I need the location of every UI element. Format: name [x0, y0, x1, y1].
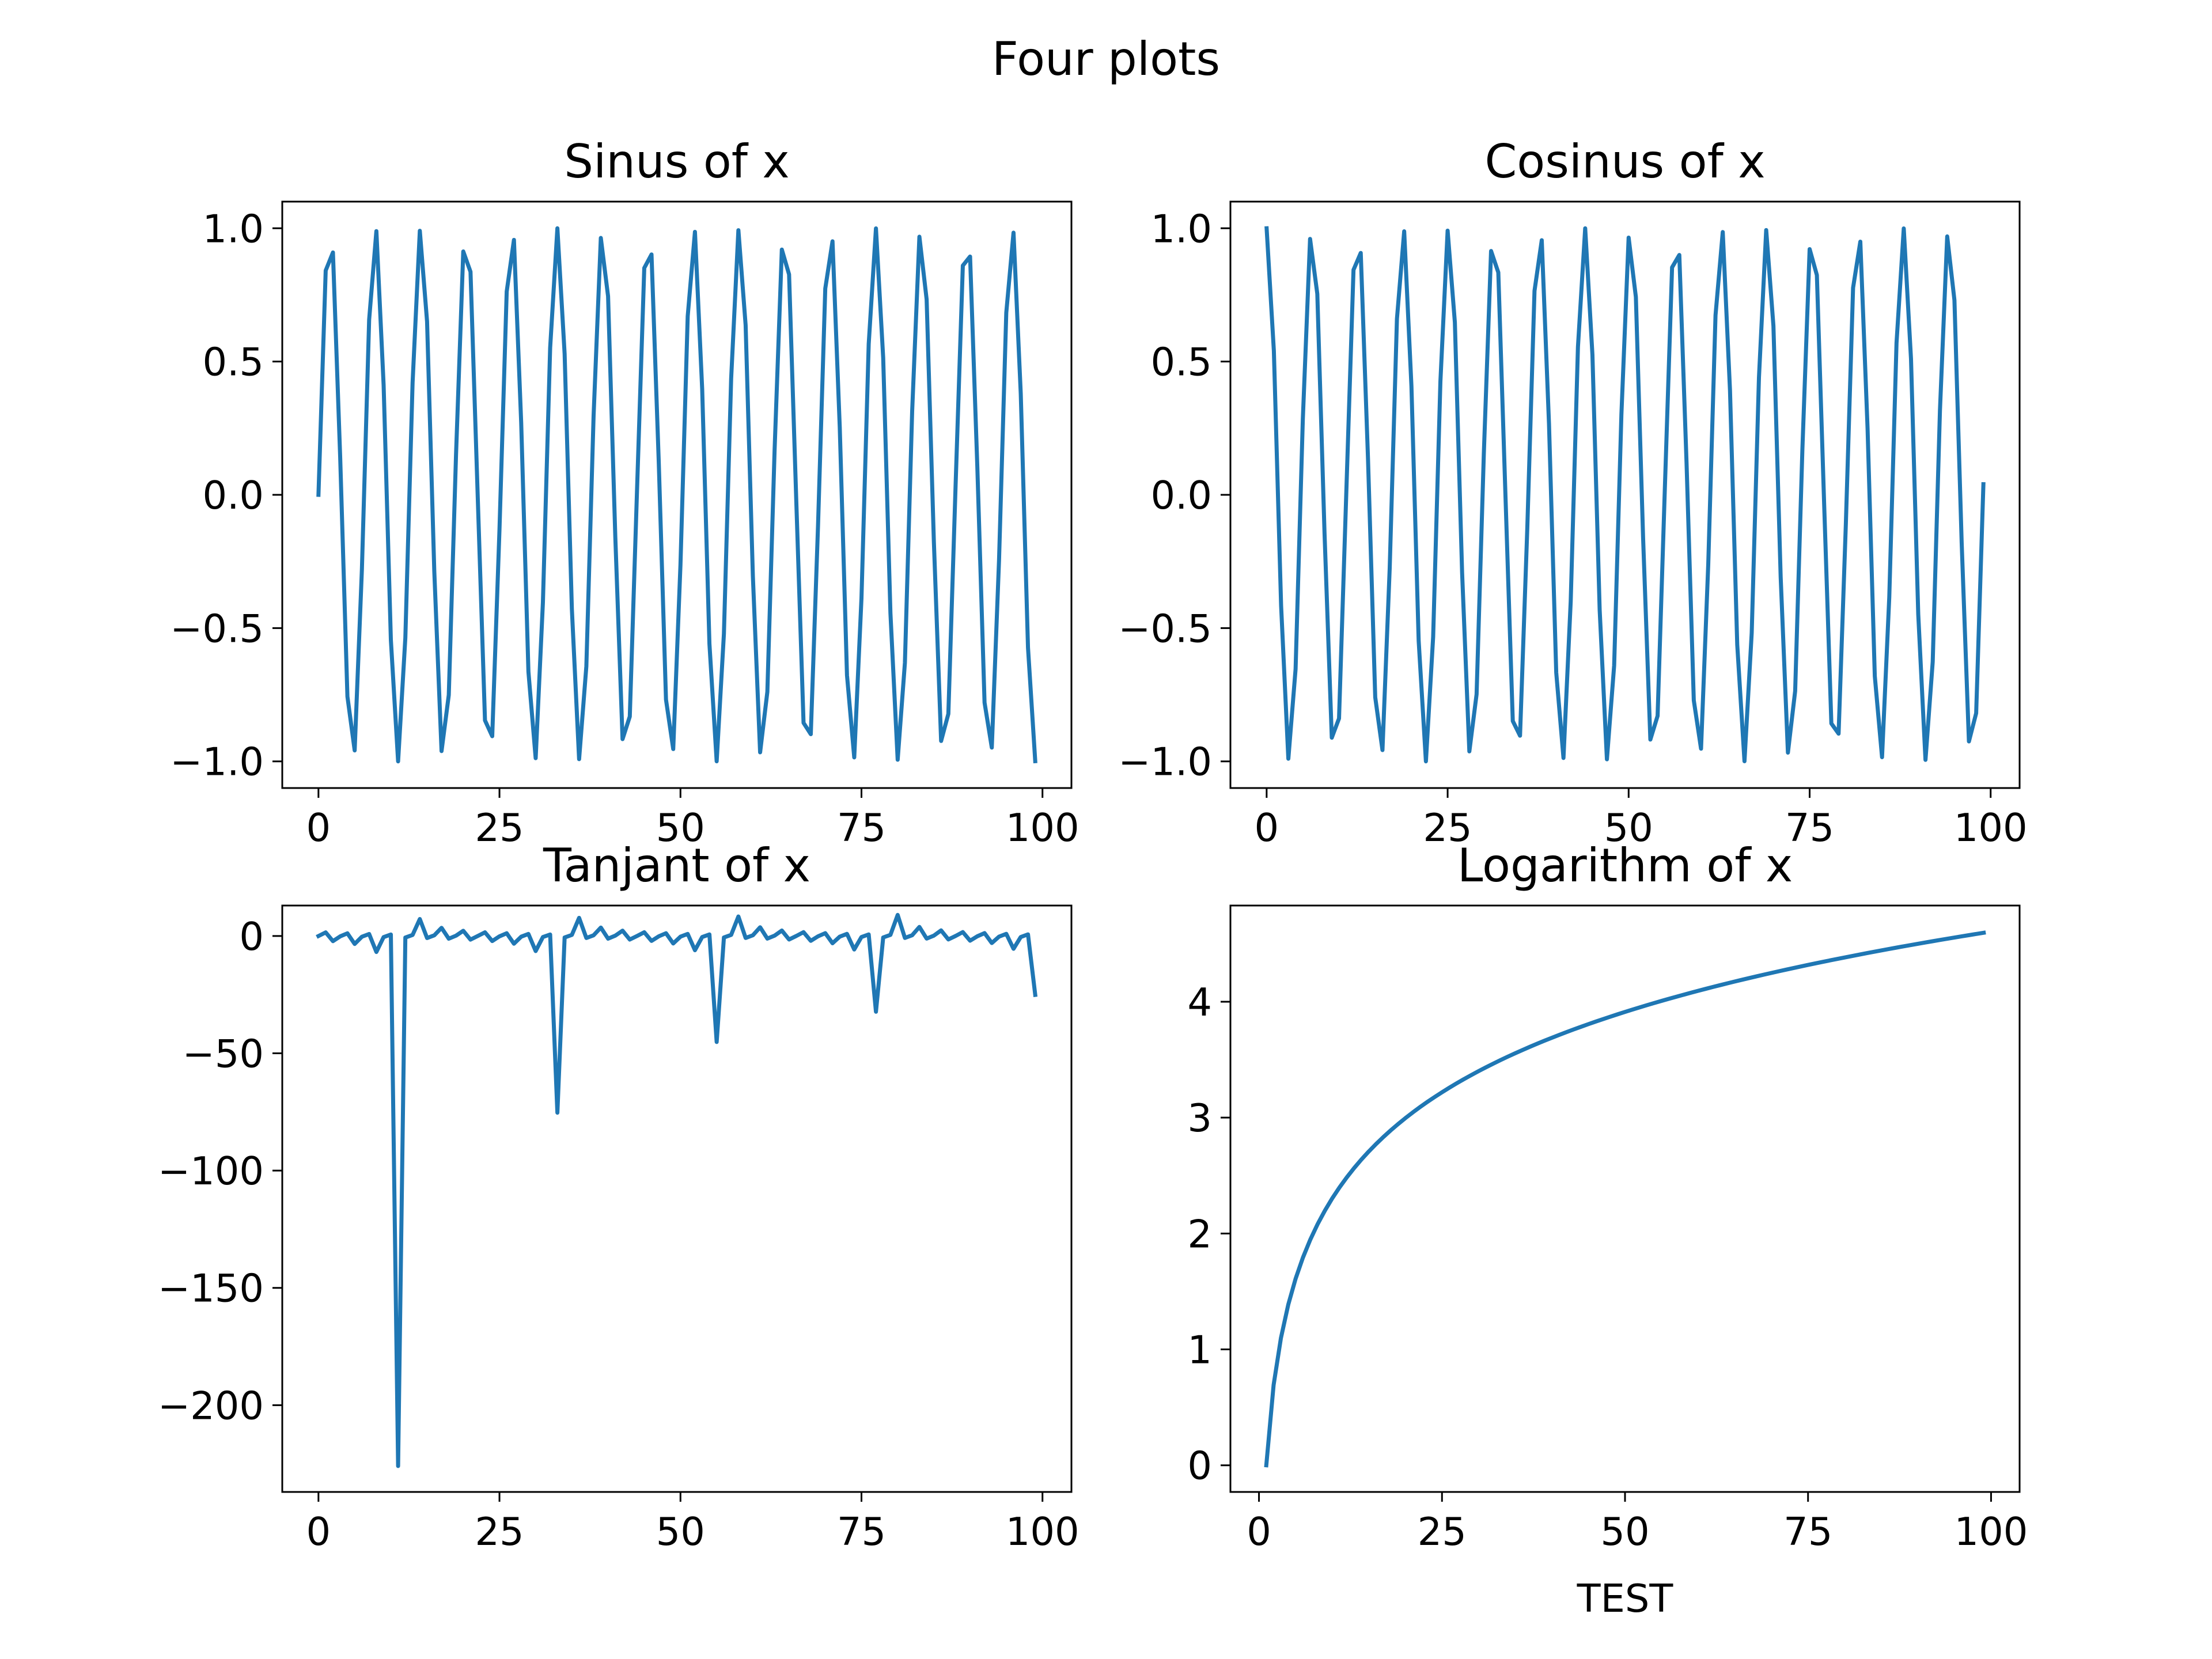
x-tick-label: 0 [1255, 805, 1279, 850]
y-tick-label: −1.0 [170, 740, 264, 785]
y-tick-label: −100 [158, 1149, 264, 1194]
y-tick-label: 3 [1187, 1096, 1212, 1141]
y-tick-label: −50 [183, 1032, 264, 1077]
y-tick-label: 2 [1187, 1211, 1212, 1256]
subplot-logarithm: Logarithm of x TEST 0 25 50 75 100 0 1 2 3 4 [1187, 839, 2028, 1621]
x-tick-label: 100 [1006, 1509, 1080, 1554]
x-tick-label: 50 [1600, 1509, 1649, 1554]
x-tick-label: 25 [475, 1509, 524, 1554]
y-tick-label: 4 [1187, 980, 1212, 1025]
x-tick-label: 25 [1418, 1509, 1467, 1554]
subplot-sinus: Sinus of x 0 25 50 75 100 −1.0 −0.5 0.0 0.5 1.0 [170, 135, 1079, 850]
x-tick-label: 75 [1783, 1509, 1832, 1554]
y-tick-label: −200 [158, 1383, 264, 1428]
axes-frame [1229, 904, 2021, 1493]
x-tick-label: 50 [1604, 805, 1653, 850]
axes-frame [281, 904, 1073, 1493]
y-tick-label: 0.0 [1150, 473, 1212, 518]
subplot-title: Logarithm of x [1457, 839, 1793, 892]
subplot-cosinus: Cosinus of x 0 25 50 75 100 −1.0 −0.5 0.0 0.5 1.0 [1118, 135, 2027, 850]
data-series-line [316, 912, 1038, 1468]
axes-frame [281, 200, 1073, 789]
x-tick-label: 50 [656, 805, 705, 850]
y-tick-label: −150 [158, 1266, 264, 1311]
x-tick-label: 75 [837, 805, 886, 850]
subplot-title: Cosinus of x [1484, 135, 1765, 188]
x-tick-label: 75 [837, 1509, 886, 1554]
subplot-title: Sinus of x [564, 135, 789, 188]
x-tick-label: 0 [306, 805, 331, 850]
y-tick-label: 0.0 [202, 473, 264, 518]
y-tick-label: 1.0 [1150, 206, 1212, 251]
y-tick-label: −1.0 [1118, 740, 1212, 785]
x-tick-label: 75 [1785, 805, 1834, 850]
x-tick-label: 100 [1954, 805, 2028, 850]
figure-title: Four plots [992, 32, 1220, 86]
data-series-line [316, 226, 1037, 764]
x-tick-label: 0 [1247, 1509, 1271, 1554]
x-tick-label: 100 [1954, 1509, 2028, 1554]
x-tick-label: 25 [1423, 805, 1472, 850]
data-series-line [1264, 930, 1986, 1468]
data-series-line [1264, 226, 1986, 764]
x-tick-label: 0 [306, 1509, 331, 1554]
x-tick-label: 50 [656, 1509, 705, 1554]
y-tick-label: −0.5 [1118, 606, 1212, 651]
subplot-tanjant: Tanjant of x 0 25 50 75 100 −200 −150 −100 −50 0 [158, 839, 1080, 1554]
y-tick-label: 0.5 [1150, 340, 1212, 385]
y-tick-label: −0.5 [170, 606, 264, 651]
y-tick-label: 1.0 [202, 206, 264, 251]
x-tick-label: 25 [475, 805, 524, 850]
y-tick-label: 0.5 [202, 340, 264, 385]
subplot-title: Tanjant of x [543, 839, 810, 892]
y-tick-label: 0 [239, 914, 264, 959]
x-axis-label: TEST [1577, 1576, 1674, 1621]
y-tick-label: 1 [1187, 1328, 1212, 1373]
axes-frame [1229, 200, 2021, 789]
x-tick-label: 100 [1006, 805, 1080, 850]
y-tick-label: 0 [1187, 1444, 1212, 1488]
